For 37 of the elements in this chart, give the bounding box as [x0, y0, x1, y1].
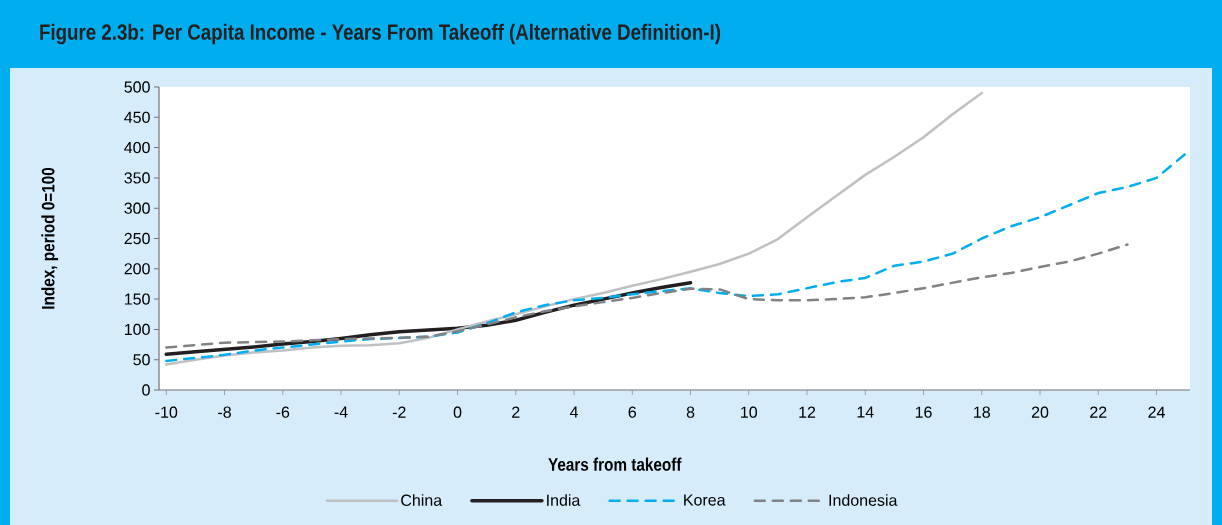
x-tick-label: 6 — [628, 406, 637, 418]
x-tick-label: 22 — [1090, 406, 1107, 418]
y-tick-label: 500 — [124, 81, 150, 93]
y-tick-label: 400 — [124, 141, 150, 154]
chart-title: Figure 2.3b: Per Capita Income - Years From Takeoff (Alternative Definition-I) — [40, 23, 721, 45]
y-tick-label: 250 — [124, 232, 150, 245]
line-series — [165, 91, 984, 366]
x-tick-label: -10 — [155, 406, 178, 418]
x-tick-label: -2 — [392, 406, 406, 418]
x-tick-label: 4 — [569, 406, 578, 418]
x-tick-label: 16 — [915, 406, 932, 418]
x-tick-label: 2 — [512, 406, 520, 418]
x-tick-label: -8 — [218, 406, 231, 418]
x-tick-label: 0 — [453, 406, 462, 418]
x-tick-label: 14 — [857, 406, 874, 418]
x-tick-label: 24 — [1148, 406, 1165, 418]
legend-label: Korea — [684, 494, 726, 506]
y-tick-label: 150 — [125, 293, 150, 305]
x-tick-label: -6 — [276, 406, 290, 418]
x-tick-label: 20 — [1031, 406, 1049, 418]
y-tick-label: 50 — [133, 354, 150, 366]
legend-label: Indonesia — [829, 494, 898, 506]
legend-label: China — [401, 494, 443, 506]
x-tick-label: 18 — [974, 406, 990, 418]
y-tick-label: 100 — [125, 323, 150, 336]
x-axis-title: Years from takeoff — [548, 457, 682, 471]
x-tick-label: 10 — [741, 406, 758, 418]
x-tick-label: 12 — [799, 406, 816, 418]
y-tick-label: 350 — [124, 172, 150, 184]
y-axis-title: Index, period 0=100 — [41, 167, 59, 309]
y-tick-label: 450 — [124, 111, 150, 123]
legend-label: India — [547, 494, 581, 506]
x-tick-label: -4 — [334, 406, 348, 418]
x-tick-label: 8 — [686, 406, 695, 418]
y-tick-label: 200 — [124, 263, 150, 275]
y-tick-label: 0 — [142, 384, 150, 396]
y-tick-label: 300 — [124, 202, 150, 214]
